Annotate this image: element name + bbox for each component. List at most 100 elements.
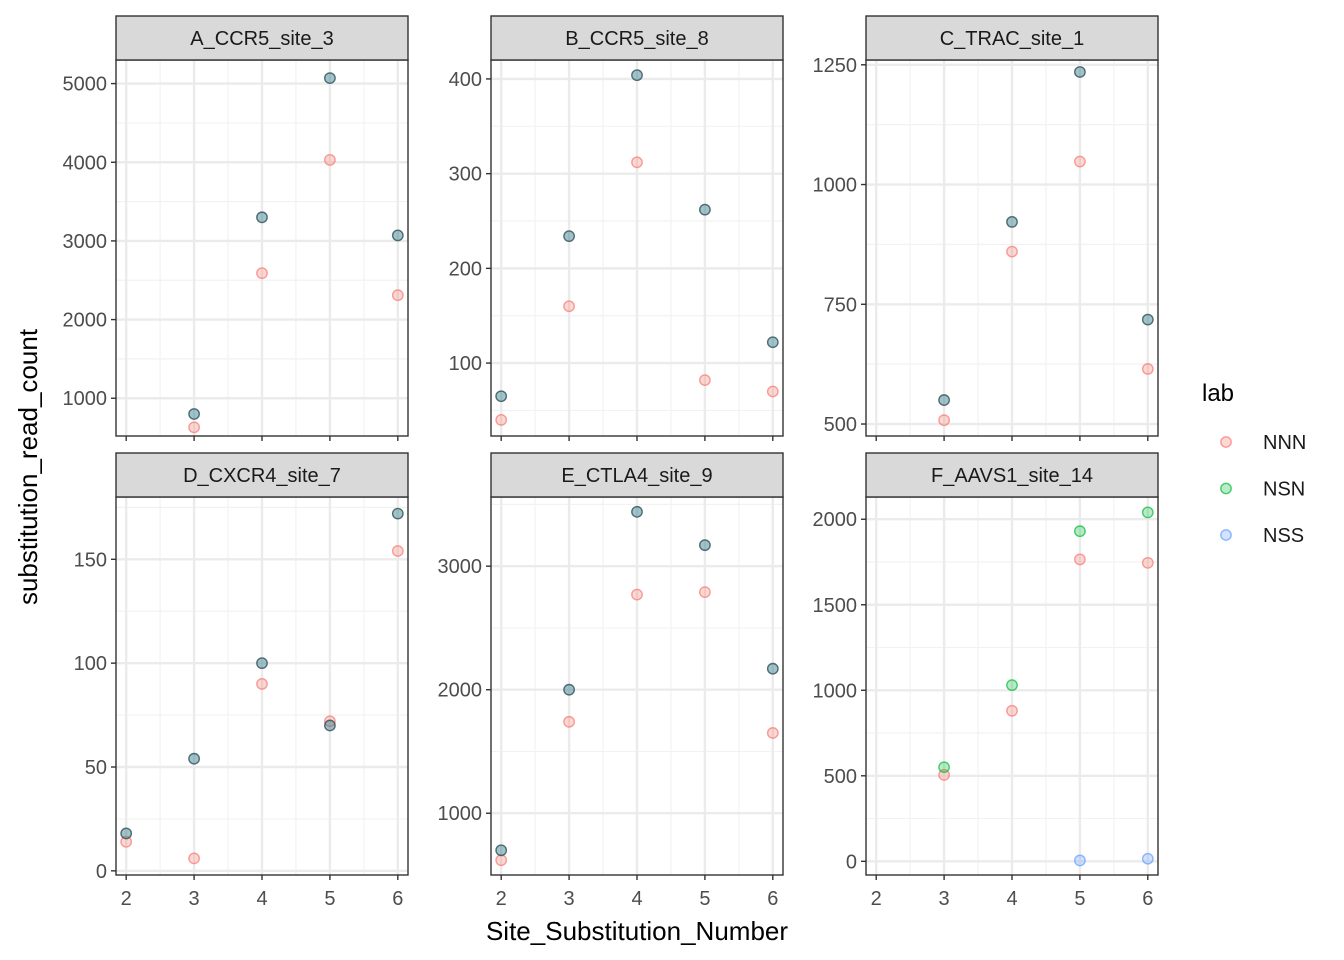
y-tick-label: 50 xyxy=(85,757,107,779)
facet-strip xyxy=(865,452,1159,498)
y-tick-label: 500 xyxy=(824,414,857,436)
point-highlight xyxy=(391,229,404,242)
point-nnn xyxy=(563,715,575,728)
y-tick-label: 4000 xyxy=(63,152,108,174)
point-nnn xyxy=(391,289,404,302)
panel-grid xyxy=(866,497,1158,875)
point-nnn xyxy=(256,267,268,280)
x-tick-label: 2 xyxy=(121,888,132,910)
y-tick-label: 200 xyxy=(449,258,482,280)
point-nnn xyxy=(1141,363,1154,375)
y-tick-label: 100 xyxy=(449,353,482,375)
point-highlight xyxy=(256,657,268,670)
y-tick-label: 1000 xyxy=(438,803,483,825)
point-nnn xyxy=(324,153,336,166)
data-points xyxy=(938,506,1154,867)
facet-title: F_AAVS1_site_14 xyxy=(931,465,1093,487)
panel-5: E_CTLA4_site_9 1000 2000 3000 2 3 4 5 6 xyxy=(438,452,784,910)
x-tick-label: 4 xyxy=(256,888,267,910)
panel-2: B_CCR5_site_8 100 200 300 400 xyxy=(449,15,784,441)
point-nnn xyxy=(699,586,711,599)
panel-grid xyxy=(866,60,1158,436)
y-tick-label: 1000 xyxy=(813,175,858,197)
y-tick-label: 1000 xyxy=(63,388,108,410)
point-highlight xyxy=(120,827,133,840)
y-tick-label: 0 xyxy=(846,851,857,873)
x-tick-label: 6 xyxy=(1142,888,1153,910)
point-nnn xyxy=(1074,155,1086,168)
legend-label-nss: NSS xyxy=(1263,525,1304,547)
point-highlight xyxy=(1141,313,1154,326)
point-nsn xyxy=(1141,506,1154,519)
point-nnn xyxy=(563,300,575,313)
y-axis-title: substitution_read_count xyxy=(13,328,43,605)
point-nss xyxy=(1074,854,1086,867)
y-tick-label: 3000 xyxy=(63,231,108,253)
point-nnn xyxy=(256,678,268,690)
point-highlight xyxy=(563,230,575,243)
point-nsn xyxy=(938,761,950,774)
data-points xyxy=(938,66,1154,427)
point-nnn xyxy=(120,835,133,848)
y-tick-label: 2000 xyxy=(813,509,858,531)
facet-title: A_CCR5_site_3 xyxy=(190,28,333,50)
point-highlight xyxy=(631,505,643,518)
panel-1: A_CCR5_site_3 1000 2000 3000 4000 5000 xyxy=(63,15,409,441)
legend-title: lab xyxy=(1202,380,1234,407)
x-tick-label: 3 xyxy=(564,888,575,910)
y-tick-label: 1500 xyxy=(813,595,858,617)
x-tick-label: 5 xyxy=(1074,888,1085,910)
panel-grid xyxy=(116,60,408,436)
facet-strip xyxy=(490,452,784,498)
point-highlight xyxy=(188,408,200,420)
point-nnn xyxy=(766,727,779,739)
data-points xyxy=(495,505,779,867)
legend: lab NNN NSN NSS xyxy=(1202,380,1306,547)
point-nnn xyxy=(631,156,643,169)
panel-grid xyxy=(491,60,783,436)
panel-3: C_TRAC_site_1 500 750 1000 1250 xyxy=(813,15,1159,441)
point-highlight xyxy=(699,203,711,216)
point-nnn xyxy=(631,588,643,601)
panel-4: D_CXCR4_site_7 0 50 100 150 2 3 4 5 6 xyxy=(74,452,409,910)
point-highlight xyxy=(495,390,508,403)
x-tick-label: 2 xyxy=(871,888,882,910)
y-tick-label: 1000 xyxy=(813,680,858,702)
y-tick-label: 750 xyxy=(824,294,857,316)
point-nnn xyxy=(495,854,508,867)
x-tick-label: 6 xyxy=(392,888,403,910)
y-tick-label: 150 xyxy=(74,549,107,571)
point-nnn xyxy=(766,385,779,398)
point-highlight xyxy=(1074,66,1086,78)
point-nnn xyxy=(938,414,950,427)
legend-key-nss xyxy=(1220,529,1232,541)
x-axis-title: Site_Substitution_Number xyxy=(486,916,788,946)
legend-label-nsn: NSN xyxy=(1263,479,1305,501)
legend-items: NNN NSN NSS xyxy=(1220,432,1306,547)
point-nsn xyxy=(1006,679,1018,692)
panel-grid xyxy=(116,497,408,875)
facet-strip xyxy=(115,452,409,498)
point-nsn xyxy=(1074,525,1086,538)
x-tick-label: 4 xyxy=(631,888,642,910)
y-tick-label: 1250 xyxy=(813,55,858,77)
point-nnn xyxy=(1006,245,1018,258)
panel-6: F_AAVS1_site_14 0 500 1000 1500 2000 2 3 4 5 6 xyxy=(813,452,1159,910)
facet-strip xyxy=(490,15,784,61)
facet-strip xyxy=(865,15,1159,61)
data-points xyxy=(188,72,404,434)
point-highlight xyxy=(324,72,336,84)
point-nnn xyxy=(188,852,200,865)
point-nss xyxy=(1141,852,1154,865)
x-tick-label: 3 xyxy=(189,888,200,910)
x-tick-label: 6 xyxy=(767,888,778,910)
point-highlight xyxy=(766,336,779,349)
facet-strip xyxy=(115,15,409,61)
y-tick-label: 400 xyxy=(449,69,482,91)
y-tick-label: 5000 xyxy=(63,74,108,96)
x-tick-label: 5 xyxy=(324,888,335,910)
x-tick-label: 2 xyxy=(496,888,507,910)
facet-title: E_CTLA4_site_9 xyxy=(561,465,712,487)
point-nnn xyxy=(324,715,336,728)
point-nnn xyxy=(391,545,404,557)
